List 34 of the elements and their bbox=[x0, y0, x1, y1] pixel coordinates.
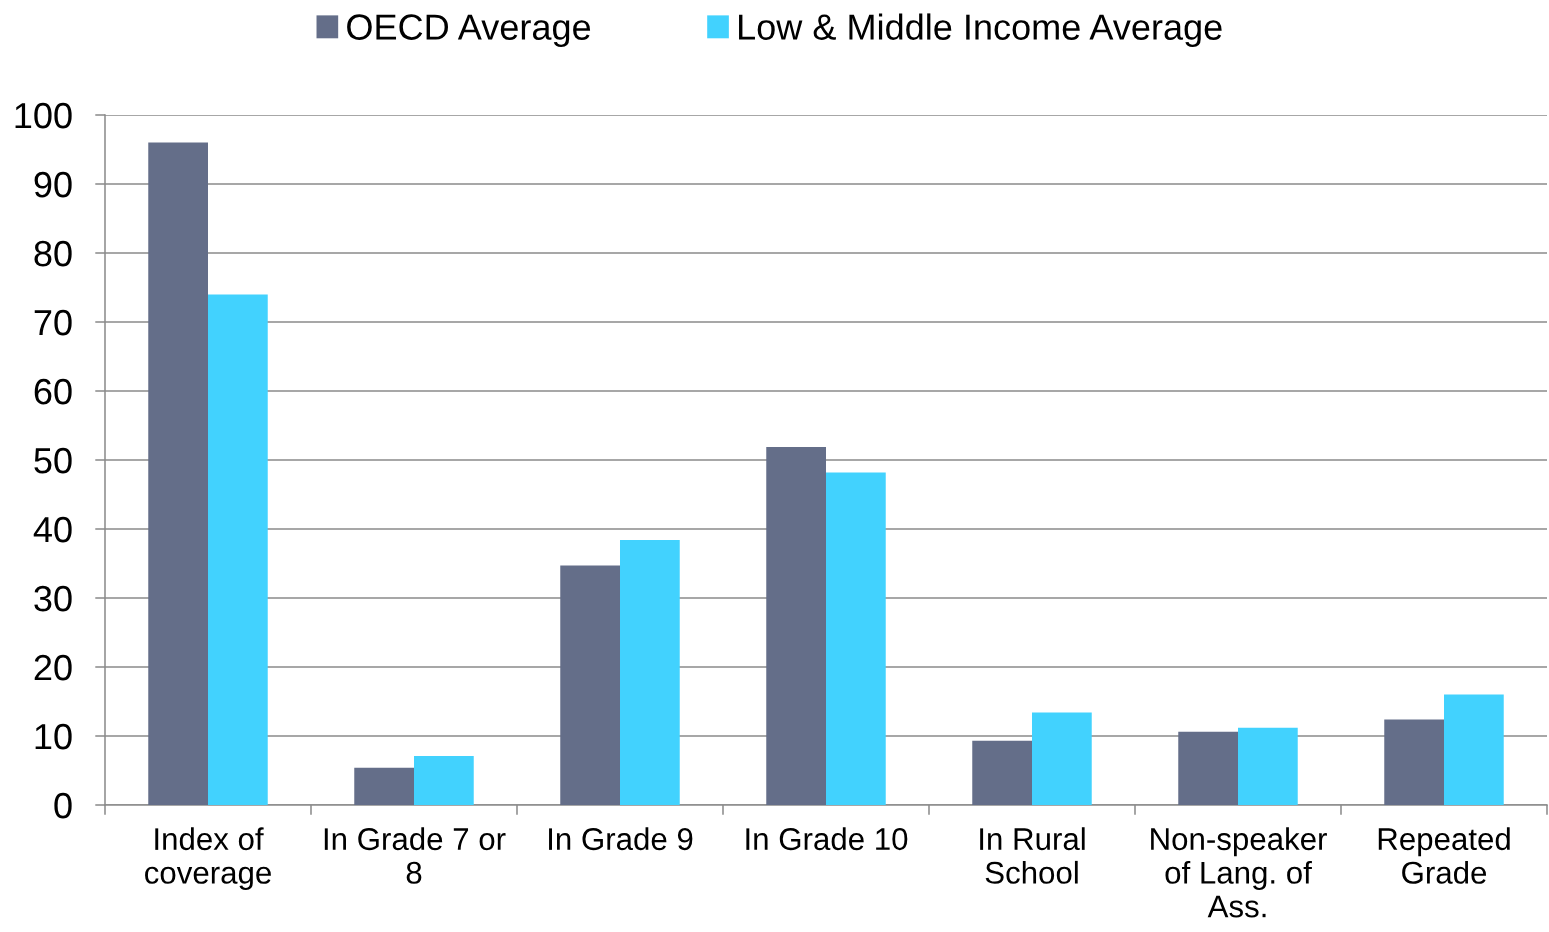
x-tick-label: Non-speaker of Lang. of Ass. bbox=[1151, 827, 1327, 918]
y-tick-label: 10 bbox=[35, 723, 72, 750]
bar bbox=[1032, 712, 1092, 805]
x-tick-label: Repeated Grade bbox=[1378, 827, 1510, 884]
y-tick-label: 30 bbox=[34, 585, 72, 612]
bar bbox=[766, 446, 826, 805]
x-tick-label: Index of coverage bbox=[145, 827, 271, 891]
legend-label: OECD Average bbox=[347, 14, 591, 48]
x-tick-label: In Grade 10 bbox=[746, 827, 908, 851]
bar bbox=[1444, 694, 1504, 805]
y-tick-label: 50 bbox=[34, 447, 72, 474]
bar bbox=[414, 756, 474, 805]
y-tick-label: 100 bbox=[15, 102, 72, 129]
y-tick-label: 0 bbox=[54, 792, 72, 819]
x-tick-label: In Grade 7 or 8 bbox=[324, 827, 506, 884]
bar bbox=[148, 142, 208, 805]
bar bbox=[620, 540, 680, 805]
y-tick-label: 90 bbox=[34, 171, 72, 198]
y-tick-label: 60 bbox=[34, 378, 72, 405]
bar bbox=[354, 767, 414, 805]
bar bbox=[826, 472, 886, 805]
bar bbox=[560, 565, 620, 805]
bar bbox=[1178, 731, 1238, 805]
bar bbox=[972, 740, 1032, 805]
x-tick-label: In Grade 9 bbox=[549, 827, 693, 851]
x-tick-label: In Rural School bbox=[980, 827, 1085, 884]
bar bbox=[208, 294, 268, 805]
y-tick-label: 20 bbox=[34, 654, 72, 681]
y-tick-label: 40 bbox=[33, 516, 72, 543]
bar bbox=[1384, 719, 1444, 805]
y-tick-label: 80 bbox=[34, 240, 72, 267]
bar bbox=[1238, 727, 1298, 805]
y-tick-label: 70 bbox=[34, 309, 72, 336]
legend-label: Low & Middle Income Average bbox=[739, 13, 1222, 48]
